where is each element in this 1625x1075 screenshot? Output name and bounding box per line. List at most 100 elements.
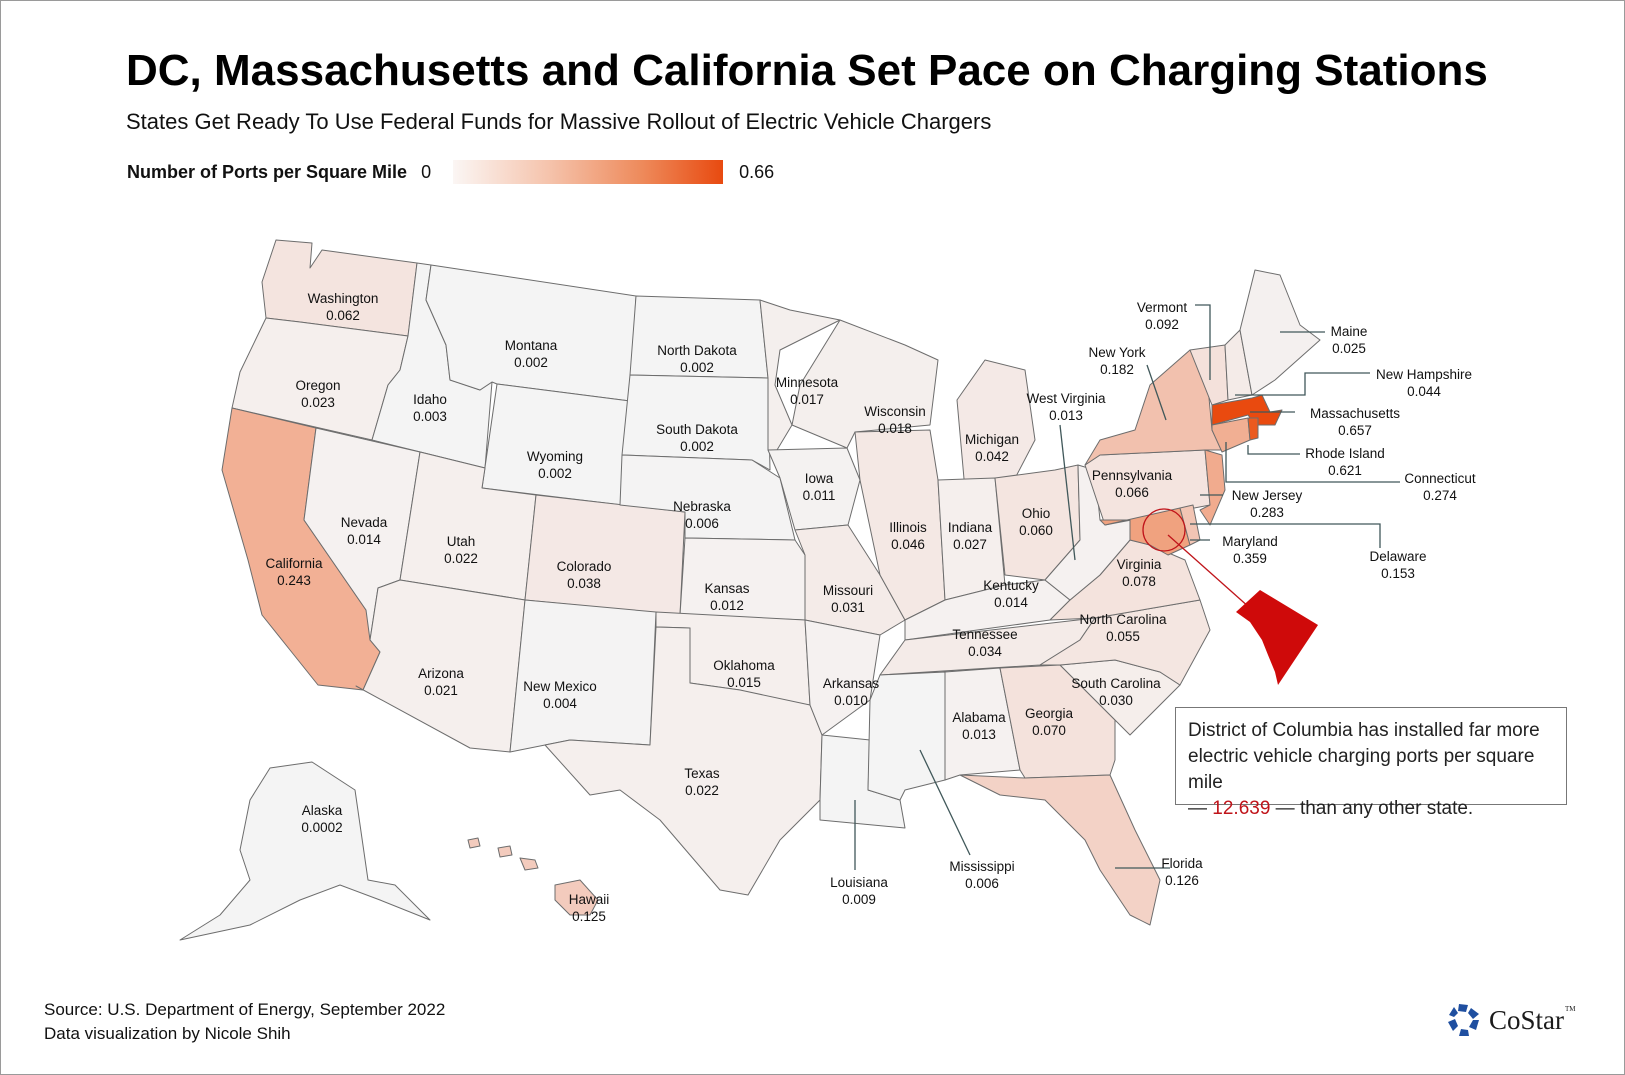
dc-value: 12.639	[1212, 798, 1271, 819]
chart-subtitle: States Get Ready To Use Federal Funds fo…	[126, 109, 992, 134]
state-north-carolina	[1039, 599, 1211, 686]
state-connecticut	[1211, 417, 1251, 453]
label-connecticut: Connecticut 0.274	[1404, 471, 1476, 503]
label-kansas: Kansas 0.012	[704, 581, 750, 613]
state-texas	[544, 626, 823, 896]
costar-logo: CoStarTM	[1447, 1003, 1576, 1037]
label-oklahoma: Oklahoma 0.015	[713, 658, 775, 690]
leader-delaware	[1190, 523, 1381, 548]
state-missouri	[794, 524, 906, 636]
label-mississippi: Mississippi 0.006	[949, 859, 1015, 891]
label-montana: Montana 0.002	[504, 338, 558, 370]
label-north-dakota: North Dakota 0.002	[657, 343, 737, 375]
label-washington: Washington 0.062	[307, 291, 379, 323]
label-wyoming: Wyoming 0.002	[526, 449, 584, 481]
label-massachusetts: Massachusetts 0.657	[1309, 406, 1401, 438]
label-hawaii: Hawaii 0.125	[568, 892, 610, 924]
state-arkansas	[804, 619, 881, 736]
label-oregon: Oregon 0.023	[295, 378, 341, 410]
label-georgia: Georgia 0.070	[1024, 706, 1074, 738]
label-indiana: Indiana 0.027	[947, 520, 993, 552]
label-illinois: Illinois 0.046	[889, 520, 927, 552]
label-west-virginia: West Virginia 0.013	[1026, 391, 1106, 423]
label-nevada: Nevada 0.014	[340, 515, 388, 547]
label-virginia: Virginia 0.078	[1116, 557, 1162, 589]
label-missouri: Missouri 0.031	[822, 583, 874, 615]
label-south-dakota: South Dakota 0.002	[656, 422, 738, 454]
label-new-york: New York 0.182	[1088, 345, 1146, 377]
label-south-carolina: South Carolina 0.030	[1071, 676, 1161, 708]
leader-west-virginia	[1059, 424, 1076, 561]
chart-title: DC, Massachusetts and California Set Pac…	[126, 46, 1488, 95]
legend-title: Number of Ports per Square Mile	[127, 161, 408, 182]
label-pennsylvania: Pennsylvania 0.066	[1091, 468, 1173, 500]
state-michigan	[956, 359, 1036, 491]
state-montana	[425, 264, 637, 402]
label-arkansas: Arkansas 0.010	[822, 676, 880, 708]
label-new-jersey: New Jersey 0.283	[1231, 488, 1303, 520]
label-vermont: Vermont 0.092	[1136, 300, 1188, 332]
state-florida	[959, 774, 1161, 926]
dc-annotation-box: District of Columbia has installed far m…	[1175, 707, 1567, 819]
costar-wordmark: CoStarTM	[1489, 1004, 1576, 1035]
label-texas: Texas 0.022	[684, 766, 720, 798]
callout-line-1: District of Columbia has installed far m…	[1188, 720, 1540, 741]
label-iowa: Iowa 0.011	[802, 471, 836, 503]
leader-rhode-island	[1247, 445, 1300, 455]
state-colorado	[524, 494, 686, 616]
leader-new-york	[1146, 364, 1167, 421]
label-idaho: Idaho 0.003	[413, 392, 447, 424]
dc-inset-shape	[1236, 590, 1318, 685]
credit-note: Data visualization by Nicole Shih	[44, 1024, 291, 1043]
label-maine: Maine 0.025	[1330, 324, 1368, 356]
label-minnesota: Minnesota 0.017	[775, 375, 839, 407]
dc-highlight-circle	[1142, 508, 1186, 552]
label-kentucky: Kentucky 0.014	[983, 578, 1039, 610]
callout-line-3: — 12.639 — than any other state.	[1188, 798, 1474, 819]
leader-vermont	[1195, 304, 1211, 380]
state-south-dakota	[621, 374, 771, 471]
label-delaware: Delaware 0.153	[1369, 549, 1427, 581]
leader-new-hampshire	[1235, 372, 1370, 396]
label-arizona: Arizona 0.021	[418, 666, 464, 698]
label-michigan: Michigan 0.042	[964, 432, 1020, 464]
legend-max-label: 0.66	[739, 161, 775, 182]
source-note: Source: U.S. Department of Energy, Septe…	[44, 1000, 446, 1019]
label-nebraska: Nebraska 0.006	[673, 499, 731, 531]
state-alabama	[944, 667, 1021, 781]
label-alaska: Alaska 0.0002	[301, 803, 343, 835]
costar-star-icon	[1448, 1004, 1479, 1036]
label-new-hampshire: New Hampshire 0.044	[1375, 367, 1473, 399]
callout-line-2: electric vehicle charging ports per squa…	[1188, 746, 1535, 793]
label-colorado: Colorado 0.038	[556, 559, 612, 591]
label-florida: Florida 0.126	[1161, 856, 1203, 888]
dc-pointer-line	[1167, 534, 1251, 609]
label-tennessee: Tennessee 0.034	[952, 627, 1018, 659]
label-louisiana: Louisiana 0.009	[830, 875, 888, 907]
leader-connecticut	[1225, 442, 1400, 483]
label-utah: Utah 0.022	[444, 534, 478, 566]
label-california: California 0.243	[265, 556, 323, 588]
state-alaska	[179, 761, 431, 941]
footer: Source: U.S. Department of Energy, Septe…	[44, 998, 445, 1046]
legend-min-label: 0	[421, 161, 432, 182]
label-rhode-island: Rhode Island 0.621	[1305, 446, 1385, 478]
label-ohio: Ohio 0.060	[1019, 506, 1053, 538]
state-mississippi	[867, 671, 946, 801]
state-rhode-island	[1247, 417, 1259, 441]
state-new-mexico	[509, 599, 657, 753]
label-maryland: Maryland 0.359	[1222, 534, 1278, 566]
legend-gradient-bar	[453, 160, 724, 184]
leader-mississippi	[919, 749, 971, 856]
label-wisconsin: Wisconsin 0.018	[864, 404, 926, 436]
label-alabama: Alabama 0.013	[952, 710, 1006, 742]
state-massachusetts	[1211, 394, 1283, 426]
state-wyoming	[481, 383, 631, 506]
label-new-mexico: New Mexico 0.004	[523, 679, 597, 711]
state-hawaii	[467, 837, 599, 916]
label-north-carolina: North Carolina 0.055	[1079, 612, 1167, 644]
state-new-jersey	[1199, 449, 1226, 526]
state-minnesota	[759, 299, 841, 451]
color-legend: Number of Ports per Square Mile 0 0.66	[127, 158, 774, 186]
